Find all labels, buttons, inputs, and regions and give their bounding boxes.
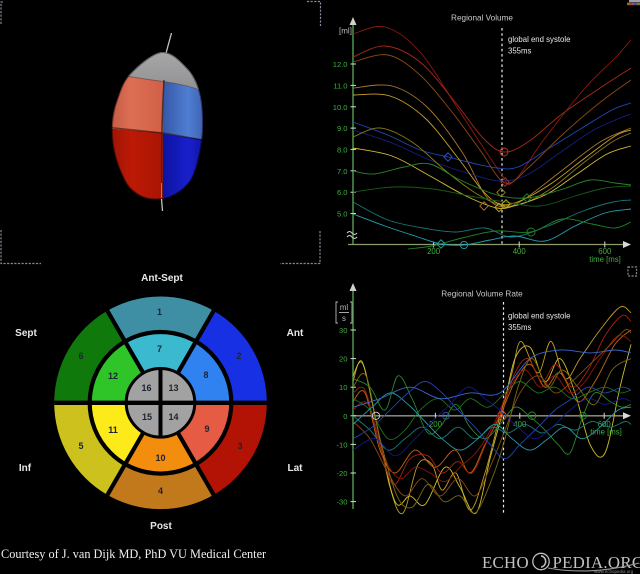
- svg-text:Post: Post: [150, 521, 172, 532]
- svg-text:30: 30: [339, 326, 347, 335]
- svg-text:3: 3: [237, 441, 242, 451]
- svg-text:355ms: 355ms: [508, 47, 532, 56]
- svg-text:Ant: Ant: [287, 328, 304, 339]
- svg-text:600: 600: [598, 420, 612, 429]
- svg-text:5.0: 5.0: [337, 210, 348, 219]
- svg-text:12.0: 12.0: [333, 60, 348, 69]
- svg-text:10: 10: [339, 383, 347, 392]
- svg-text:Sept: Sept: [15, 328, 37, 339]
- svg-text:Lat: Lat: [288, 463, 304, 474]
- svg-text:15: 15: [142, 412, 152, 422]
- svg-text:10: 10: [155, 453, 165, 463]
- svg-text:-30: -30: [337, 498, 348, 507]
- svg-text:7: 7: [157, 344, 162, 354]
- svg-text:[ml]: [ml]: [339, 27, 352, 36]
- svg-text:global end systole: global end systole: [508, 312, 570, 321]
- svg-text:200: 200: [429, 420, 443, 429]
- svg-text:ml: ml: [340, 303, 348, 312]
- svg-text:Ant-Sept: Ant-Sept: [141, 273, 183, 284]
- svg-text:400: 400: [513, 420, 527, 429]
- svg-text:16: 16: [141, 383, 151, 393]
- svg-text:7.0: 7.0: [337, 167, 348, 176]
- svg-text:8.0: 8.0: [337, 145, 348, 154]
- svg-text:Courtesy of J. van Dijk MD, Ph: Courtesy of J. van Dijk MD, PhD VU Medic…: [1, 547, 266, 561]
- svg-text:10.0: 10.0: [333, 103, 348, 112]
- svg-text:2: 2: [236, 351, 241, 361]
- svg-text:0: 0: [343, 412, 347, 421]
- svg-text:6: 6: [78, 351, 83, 361]
- svg-text:4: 4: [158, 486, 163, 496]
- svg-text:400: 400: [513, 247, 527, 256]
- svg-text:20: 20: [339, 355, 347, 364]
- svg-text:Regional Volume Rate: Regional Volume Rate: [441, 290, 523, 299]
- svg-text:12: 12: [108, 371, 118, 381]
- svg-text:-20: -20: [337, 469, 348, 478]
- svg-text:time [ms]: time [ms]: [590, 427, 622, 436]
- svg-text:200: 200: [427, 247, 441, 256]
- svg-text:13: 13: [168, 383, 178, 393]
- svg-text:global end systole: global end systole: [508, 35, 570, 44]
- svg-text:9: 9: [204, 424, 209, 434]
- svg-text:8: 8: [203, 370, 208, 380]
- svg-text:11: 11: [108, 425, 118, 435]
- svg-text:355ms: 355ms: [508, 323, 532, 332]
- svg-text:14: 14: [168, 412, 178, 422]
- svg-text:9.0: 9.0: [337, 124, 348, 133]
- svg-text:ECHO: ECHO: [482, 553, 529, 572]
- svg-text:5: 5: [78, 441, 83, 451]
- svg-text:11.0: 11.0: [333, 81, 347, 90]
- svg-text:www.echopedia.org: www.echopedia.org: [594, 569, 634, 574]
- svg-text:Regional Volume: Regional Volume: [451, 14, 513, 23]
- svg-text:600: 600: [598, 247, 612, 256]
- svg-text:1: 1: [157, 307, 162, 317]
- svg-text:s: s: [342, 314, 346, 323]
- svg-text:6.0: 6.0: [337, 188, 348, 197]
- svg-text:Inf: Inf: [19, 463, 32, 474]
- svg-text:time [ms]: time [ms]: [589, 255, 621, 264]
- svg-text:-10: -10: [337, 440, 348, 449]
